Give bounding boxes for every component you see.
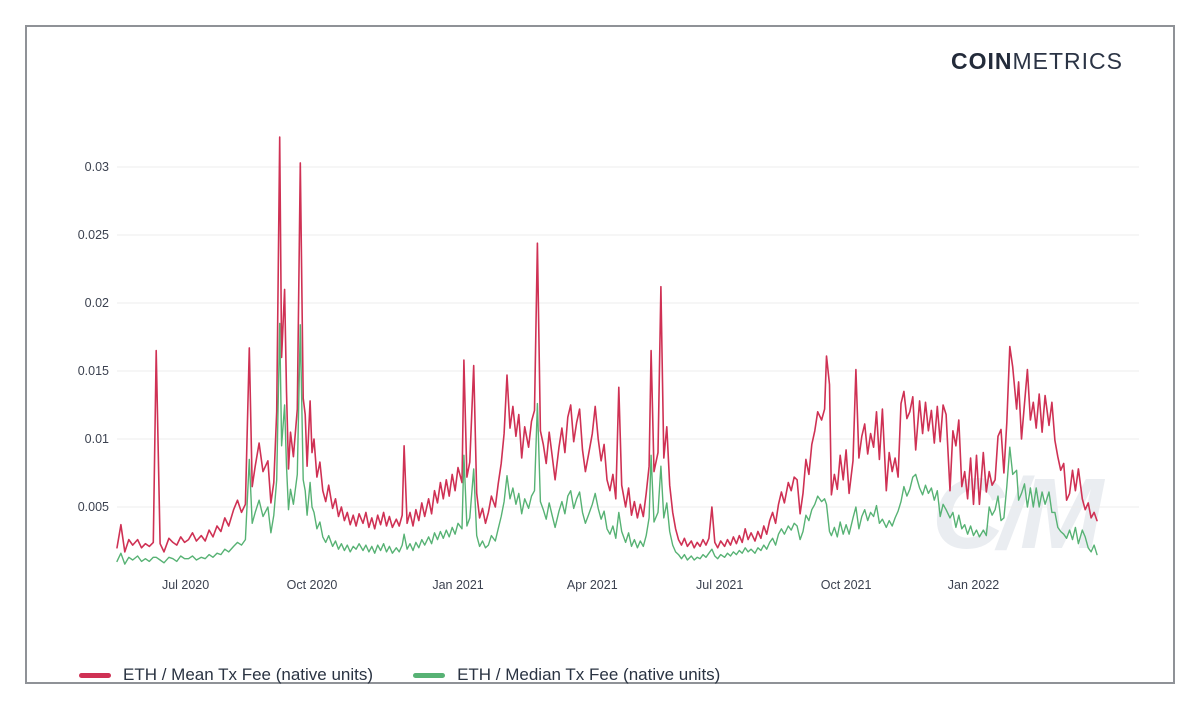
y-axis-tick-label: 0.025	[77, 228, 109, 242]
mean-series-swatch	[79, 672, 111, 678]
x-axis-tick-label: Apr 2021	[566, 578, 618, 592]
y-axis-tick-label: 0.01	[84, 432, 109, 446]
logo-text-coin: COIN	[951, 48, 1013, 74]
legend-item-median[interactable]: ETH / Median Tx Fee (native units)	[413, 665, 720, 685]
median-series-swatch	[413, 672, 446, 678]
x-axis-tick-label: Jan 2022	[947, 578, 1000, 592]
chart-legend: ETH / Mean Tx Fee (native units) ETH / M…	[79, 665, 720, 685]
coinmetrics-logo: COINMETRICS	[951, 48, 1123, 75]
x-axis-tick-label: Oct 2020	[286, 578, 338, 592]
y-axis-tick-label: 0.015	[77, 364, 109, 378]
chart-plot-area[interactable]	[27, 27, 1177, 686]
x-axis-tick-label: Oct 2021	[820, 578, 872, 592]
y-axis-tick-label: 0.005	[77, 500, 109, 514]
x-axis-tick-label: Jul 2020	[161, 578, 210, 592]
y-axis-tick-label: 0.03	[84, 160, 109, 174]
median-series-label: ETH / Median Tx Fee (native units)	[457, 665, 721, 684]
y-axis-tick-label: 0.02	[84, 296, 109, 310]
x-axis-tick-label: Jan 2021	[432, 578, 484, 592]
chart-card: COINMETRICS C/M 0.005 0.01 0.015 0.02 0.025 0…	[25, 25, 1175, 684]
legend-item-mean[interactable]: ETH / Mean Tx Fee (native units)	[79, 665, 373, 685]
logo-text-metrics: METRICS	[1012, 48, 1123, 74]
x-axis-tick-label: Jul 2021	[696, 578, 744, 592]
mean-tx-fee-line[interactable]	[116, 136, 1098, 553]
median-tx-fee-line[interactable]	[116, 322, 1098, 565]
mean-series-label: ETH / Mean Tx Fee (native units)	[123, 665, 374, 684]
